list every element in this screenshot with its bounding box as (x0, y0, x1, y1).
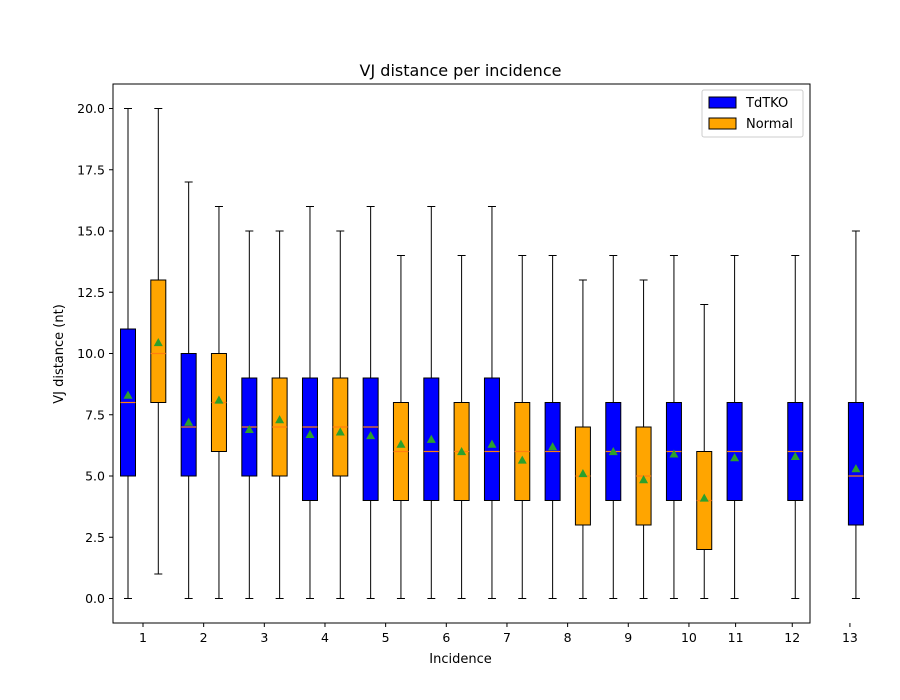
normal-box-3 (271, 230, 288, 599)
normal-box-1 (150, 108, 167, 575)
chart-title: VJ distance per incidence (360, 61, 562, 80)
normal-mean-marker (275, 415, 285, 424)
normal-box-7 (514, 255, 531, 599)
x-tick-label: 3 (260, 630, 268, 645)
tdtko-box-12 (787, 255, 804, 599)
y-tick-label: 0.0 (85, 591, 105, 606)
normal-mean-marker (153, 337, 163, 347)
tdtko-mean-marker (366, 431, 376, 440)
axes: 0.02.55.07.510.012.515.017.520.01 2 3 4 5 6 7 8… (77, 101, 858, 645)
y-tick-label: 15.0 (77, 224, 105, 239)
legend: TdTKO Normal (701, 89, 804, 138)
tdtko-box-11 (726, 255, 743, 599)
tdtko-box-2 (180, 181, 197, 599)
legend-label-normal: Normal (746, 117, 793, 132)
normal-box-8 (574, 279, 591, 599)
normal-mean-marker (699, 493, 709, 502)
tdtko-box-3 (241, 230, 258, 599)
normal-mean-marker (517, 455, 527, 464)
x-tick-label: 11 (728, 630, 744, 645)
tdtko-iqr-box (483, 377, 500, 501)
x-tick-label: 12 (784, 630, 800, 645)
tdtko-mean-marker (790, 451, 800, 460)
tdtko-mean-marker (851, 464, 861, 473)
normal-mean-marker (214, 395, 224, 404)
x-tick-label: 10 (681, 630, 697, 645)
tdtko-iqr-box (847, 402, 864, 526)
x-tick-label: 1 (139, 630, 147, 645)
tdtko-box-8 (544, 255, 561, 599)
x-tick-label: 2 (200, 630, 208, 645)
y-tick-label: 20.0 (77, 101, 105, 116)
x-tick-label: 9 (624, 630, 632, 645)
tdtko-box-4 (301, 206, 318, 599)
y-axis-title: VJ distance (nt) (52, 304, 67, 404)
legend-label-tdtko: TdTKO (745, 96, 788, 111)
tdtko-box-13 (847, 230, 864, 599)
normal-mean-marker (457, 447, 467, 456)
tdtko-box-7 (483, 206, 500, 599)
tdtko-iqr-box (301, 377, 318, 501)
x-tick-label: 6 (442, 630, 450, 645)
tdtko-box-6 (423, 206, 440, 599)
tdtko-mean-marker (487, 439, 497, 448)
y-tick-label: 2.5 (85, 530, 105, 545)
tdtko-box-5 (362, 206, 379, 599)
tdtko-mean-marker (184, 417, 194, 426)
normal-box-10 (696, 304, 713, 599)
normal-box-5 (392, 255, 409, 599)
normal-mean-marker (335, 427, 345, 436)
normal-mean-marker (396, 439, 406, 448)
tdtko-mean-marker (426, 434, 436, 443)
plot-area (120, 108, 864, 599)
tdtko-mean-marker (608, 447, 618, 456)
tdtko-mean-marker (244, 424, 254, 434)
tdtko-mean-marker (548, 442, 558, 451)
legend-swatch-tdtko (708, 96, 737, 109)
legend-swatch-normal (708, 117, 737, 130)
y-tick-label: 7.5 (85, 407, 105, 422)
tdtko-mean-marker (305, 429, 315, 438)
normal-box-2 (210, 206, 227, 599)
tdtko-box-9 (605, 255, 622, 599)
y-tick-label: 5.0 (85, 469, 105, 484)
tdtko-box-1 (120, 108, 136, 599)
tdtko-mean-marker (730, 453, 740, 462)
normal-box-9 (635, 279, 652, 599)
x-axis-title: Incidence (429, 652, 491, 667)
tdtko-iqr-box (362, 377, 379, 501)
tdtko-iqr-box (180, 353, 197, 477)
x-tick-label: 5 (382, 630, 390, 645)
tdtko-mean-marker (123, 390, 133, 399)
normal-mean-marker (639, 475, 649, 484)
normal-mean-marker (578, 469, 588, 478)
x-tick-label: 4 (321, 630, 329, 645)
y-tick-label: 12.5 (77, 285, 105, 300)
y-tick-label: 17.5 (77, 162, 105, 177)
x-tick-label: 8 (564, 630, 572, 645)
y-tick-label: 10.0 (77, 346, 105, 361)
tdtko-box-10 (665, 255, 682, 599)
x-tick-label: 13 (842, 630, 858, 645)
normal-box-4 (332, 230, 349, 599)
tdtko-mean-marker (669, 449, 679, 458)
x-tick-label: 7 (503, 630, 511, 645)
normal-box-6 (453, 255, 470, 599)
